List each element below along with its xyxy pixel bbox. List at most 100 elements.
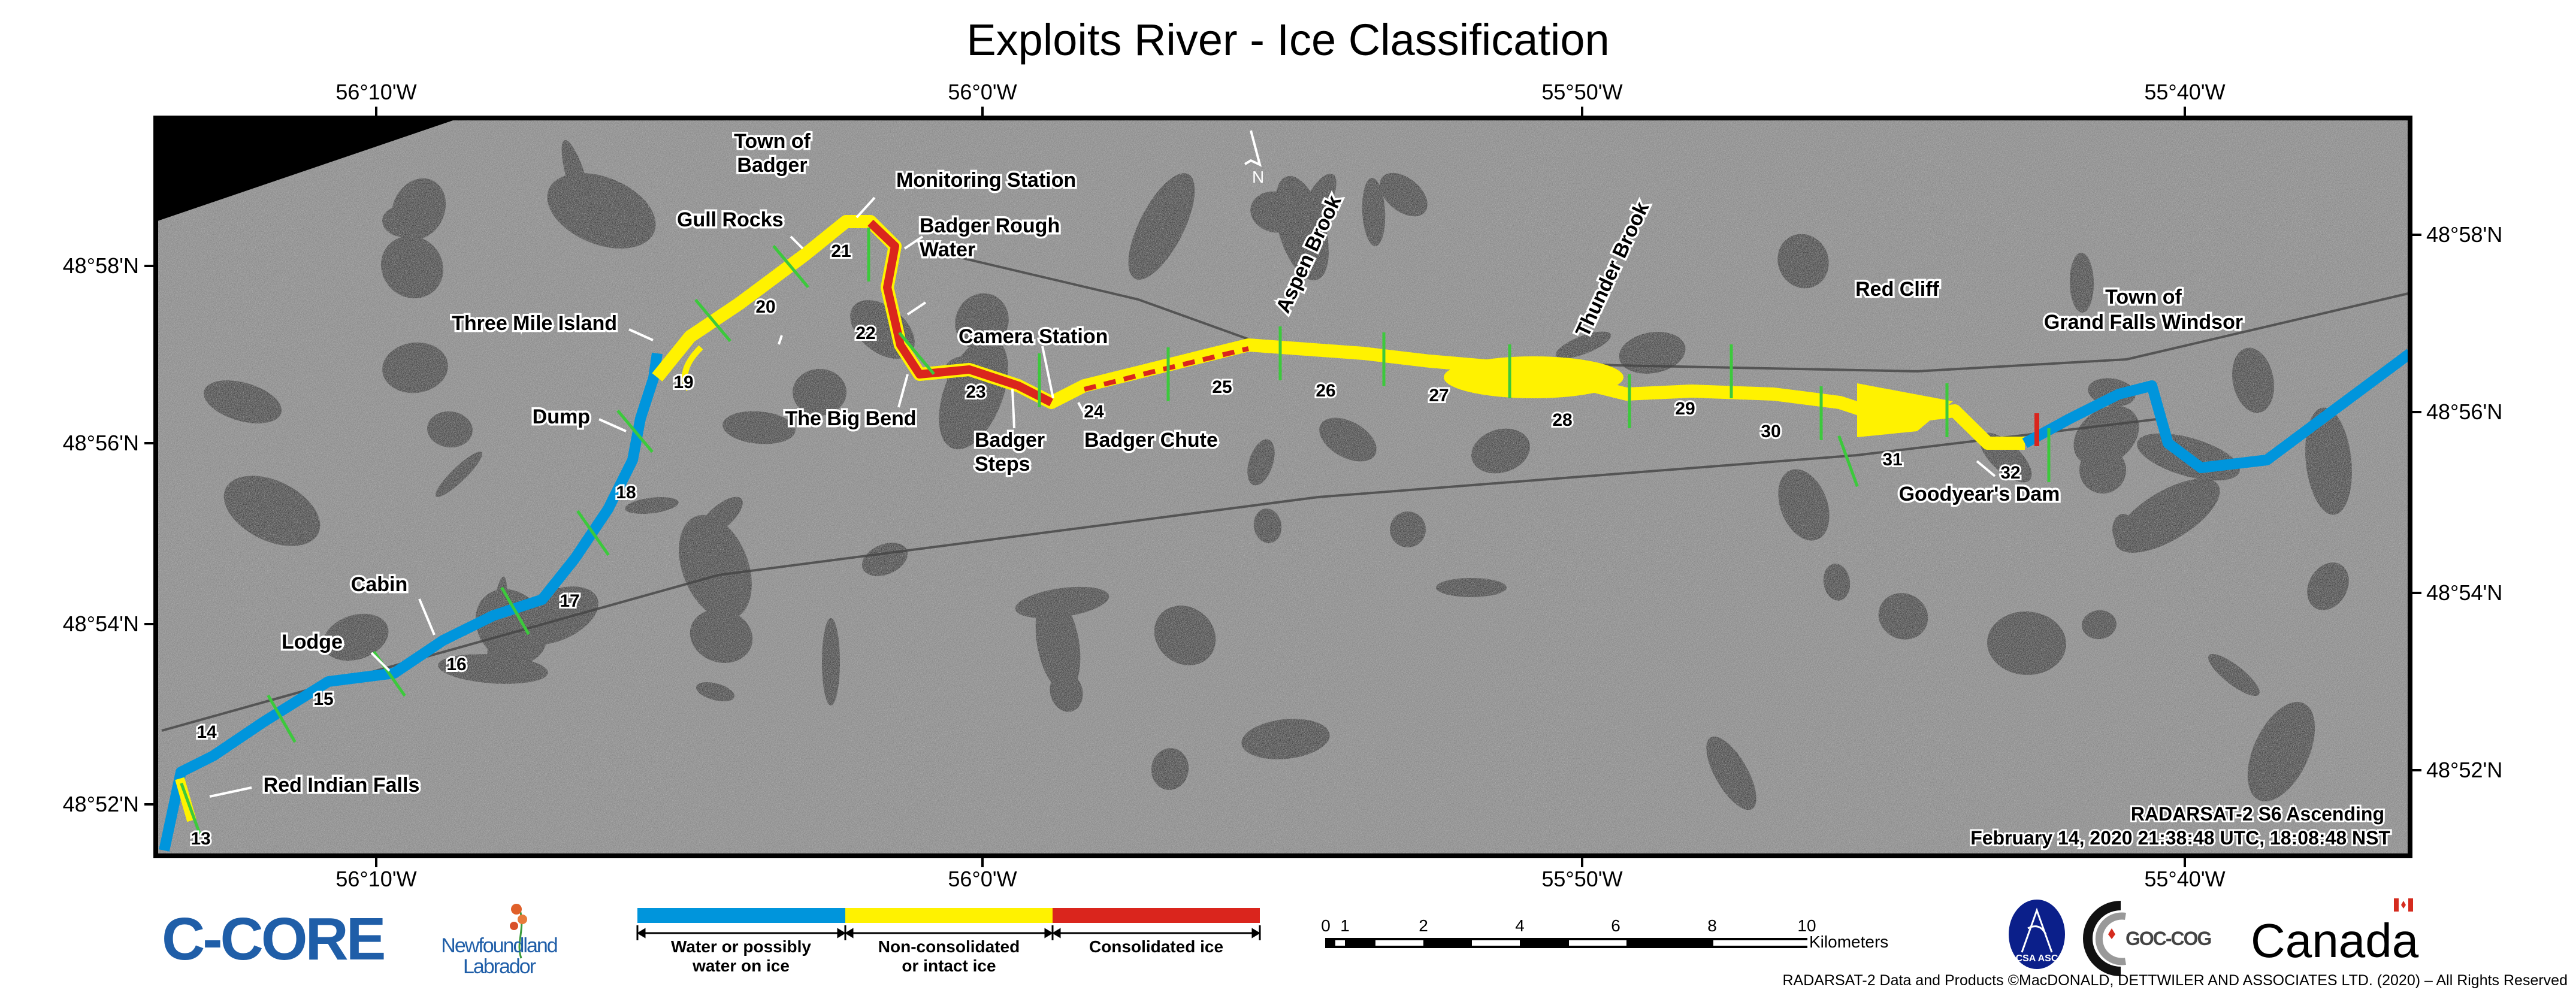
label-goodyears-dam: Goodyear's Dam xyxy=(1899,483,2060,505)
river-consolidated-patches xyxy=(1084,346,1249,392)
lat-label-right: 48°56'N xyxy=(2426,399,2502,424)
section-boundary-line xyxy=(1837,435,1859,488)
section-number: 21 xyxy=(831,241,851,261)
section-boundary-line xyxy=(500,586,530,635)
label-badger-rough-water: Water xyxy=(920,238,975,261)
map-frame xyxy=(153,116,2412,858)
label-lodge: Lodge xyxy=(282,631,343,653)
lat-label-left: 48°56'N xyxy=(63,431,139,455)
section-boundary-line xyxy=(772,244,809,289)
nl-logo-line1: Newfoundland xyxy=(441,934,557,957)
north-arrow: N xyxy=(1244,130,1264,186)
section-numbers: 13 14 15 16 17 18 19 20 21 22 23 24 25 2… xyxy=(189,240,2022,850)
label-town-of-badger: Badger xyxy=(737,154,807,177)
river-consolidated-segment xyxy=(867,219,1054,407)
section-number: 18 xyxy=(616,483,636,502)
section-number: 29 xyxy=(1675,399,1695,419)
ccore-logo-text: C-CORE xyxy=(162,906,384,973)
label-red-cliff: Red Cliff xyxy=(1855,278,1939,301)
river-non-consolidated-area xyxy=(1857,383,1953,437)
river-non-consolidated-area xyxy=(1444,356,1623,398)
legend-swatch-consolidated xyxy=(1053,908,1260,923)
north-arrow-label: N xyxy=(1252,168,1264,186)
section-boundary-line xyxy=(576,510,610,556)
csa-logo: CSA ASC xyxy=(2009,900,2065,969)
section-number: 28 xyxy=(1552,410,1572,430)
section-boundary-line xyxy=(694,298,731,343)
lon-label-top: 56°10'W xyxy=(335,80,416,104)
section-number: 15 xyxy=(313,689,333,709)
scale-bar: 0 1 2 4 6 8 10 Kilometers xyxy=(1321,916,1888,951)
lon-label-bottom: 56°0'W xyxy=(948,867,1017,891)
legend-label-water: Water or possibly xyxy=(671,937,811,956)
legend-label-consolidated: Consolidated ice xyxy=(1089,937,1223,956)
canada-wordmark-text: Canada xyxy=(2251,914,2419,967)
legend: Water or possibly water on ice Non-conso… xyxy=(636,908,1261,975)
river-water-segment xyxy=(2022,349,2410,473)
road xyxy=(934,250,2409,373)
legend-label-non-consolidated: or intact ice xyxy=(902,956,996,975)
scale-tick: 1 xyxy=(1340,916,1350,935)
scale-tick: 8 xyxy=(1707,916,1717,935)
csa-logo-text: CSA ASC xyxy=(2016,953,2058,964)
lat-label-left: 48°52'N xyxy=(63,792,139,816)
lat-label-right: 48°52'N xyxy=(2426,758,2502,782)
graticule-ticks xyxy=(144,107,2421,867)
scale-tick: 2 xyxy=(1419,916,1428,935)
river-non-consolidated-segment xyxy=(652,215,2025,450)
section-number: 13 xyxy=(191,829,210,849)
scale-tick: 10 xyxy=(1797,916,1816,935)
label-dump: Dump xyxy=(533,405,590,428)
copyright-notice: RADARSAT-2 Data and Products ©MacDONALD,… xyxy=(1782,972,2568,989)
lat-label-right: 48°54'N xyxy=(2426,580,2502,605)
label-camera-station: Camera Station xyxy=(959,325,1108,348)
lon-label-bottom: 55°40'W xyxy=(2144,867,2225,891)
section-boundary-line xyxy=(267,694,297,743)
scale-unit: Kilometers xyxy=(1809,933,1888,951)
lat-label-right: 48°58'N xyxy=(2426,222,2502,247)
label-gull-rocks: Gull Rocks xyxy=(677,208,784,231)
section-number: 17 xyxy=(560,591,579,611)
map-title: Exploits River - Ice Classification xyxy=(966,15,1609,65)
lon-label-top: 55°40'W xyxy=(2144,80,2225,104)
legend-label-water: water on ice xyxy=(692,956,790,975)
label-grand-falls-windsor: Grand Falls Windsor xyxy=(2044,311,2243,334)
section-boundary-line xyxy=(180,782,201,835)
label-monitoring-station: Monitoring Station xyxy=(896,169,1076,192)
label-grand-falls-windsor: Town of xyxy=(2105,286,2182,308)
lat-label-left: 48°54'N xyxy=(63,611,139,636)
section-number: 31 xyxy=(1882,450,1902,470)
lon-label-top: 56°0'W xyxy=(948,80,1017,104)
sar-image: N xyxy=(156,118,2410,856)
goc-cog-logo: GOC-COG xyxy=(2083,901,2212,976)
goc-cog-logo-text: GOC-COG xyxy=(2125,928,2211,949)
section-number: 14 xyxy=(196,722,217,742)
section-boundary-line xyxy=(616,409,654,453)
lon-label-top: 55°50'W xyxy=(1541,80,1622,104)
section-number: 24 xyxy=(1084,402,1104,422)
railway xyxy=(161,418,2157,732)
scale-tick: 6 xyxy=(1611,916,1620,935)
label-the-big-bend: The Big Bend xyxy=(785,407,916,430)
label-badger-steps: Badger xyxy=(975,429,1045,452)
section-number: 23 xyxy=(966,382,985,402)
section-number: 16 xyxy=(446,655,466,674)
acquisition-datetime: February 14, 2020 21:38:48 UTC, 18:08:48… xyxy=(1970,827,2390,849)
newfoundland-labrador-logo: Newfoundland Labrador xyxy=(441,904,558,978)
scale-tick: 0 xyxy=(1321,916,1331,935)
canada-wordmark: Canada xyxy=(2251,898,2419,967)
label-badger-rough-water: Badger Rough xyxy=(920,214,1060,237)
section-boundary-line xyxy=(898,331,935,376)
lon-label-bottom: 56°10'W xyxy=(335,867,416,891)
legend-swatch-non-consolidated xyxy=(845,908,1053,923)
ccore-logo: C-CORE xyxy=(162,906,386,973)
label-leaders xyxy=(209,196,1996,798)
label-badger-chute: Badger Chute xyxy=(1084,429,1218,452)
lat-label-left: 48°58'N xyxy=(63,253,139,278)
label-red-indian-falls: Red Indian Falls xyxy=(264,774,420,797)
section-number: 32 xyxy=(2000,463,2020,483)
section-number: 20 xyxy=(755,297,775,317)
label-cabin: Cabin xyxy=(351,573,407,596)
no-data-area xyxy=(156,118,460,222)
